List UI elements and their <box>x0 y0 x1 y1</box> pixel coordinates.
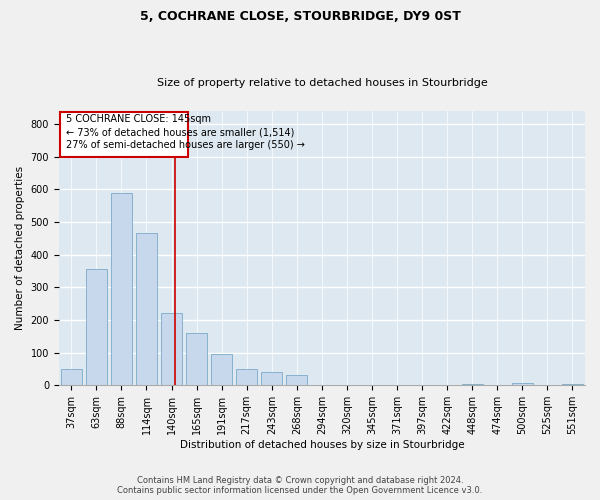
Text: ← 73% of detached houses are smaller (1,514): ← 73% of detached houses are smaller (1,… <box>66 128 295 138</box>
Text: 5, COCHRANE CLOSE, STOURBRIDGE, DY9 0ST: 5, COCHRANE CLOSE, STOURBRIDGE, DY9 0ST <box>140 10 460 23</box>
Bar <box>86 270 107 385</box>
Bar <box>211 354 232 385</box>
Bar <box>236 369 257 385</box>
Bar <box>161 312 182 385</box>
Bar <box>512 382 533 385</box>
FancyBboxPatch shape <box>60 112 188 156</box>
Text: 27% of semi-detached houses are larger (550) →: 27% of semi-detached houses are larger (… <box>66 140 305 149</box>
Bar <box>286 376 307 385</box>
Bar <box>461 384 483 385</box>
Bar <box>61 369 82 385</box>
Bar <box>136 234 157 385</box>
Text: 5 COCHRANE CLOSE: 145sqm: 5 COCHRANE CLOSE: 145sqm <box>66 114 211 124</box>
X-axis label: Distribution of detached houses by size in Stourbridge: Distribution of detached houses by size … <box>179 440 464 450</box>
Bar <box>261 372 283 385</box>
Text: Contains HM Land Registry data © Crown copyright and database right 2024.
Contai: Contains HM Land Registry data © Crown c… <box>118 476 482 495</box>
Y-axis label: Number of detached properties: Number of detached properties <box>15 166 25 330</box>
Bar <box>562 384 583 385</box>
Title: Size of property relative to detached houses in Stourbridge: Size of property relative to detached ho… <box>157 78 487 88</box>
Bar <box>111 192 132 385</box>
Bar <box>186 333 207 385</box>
